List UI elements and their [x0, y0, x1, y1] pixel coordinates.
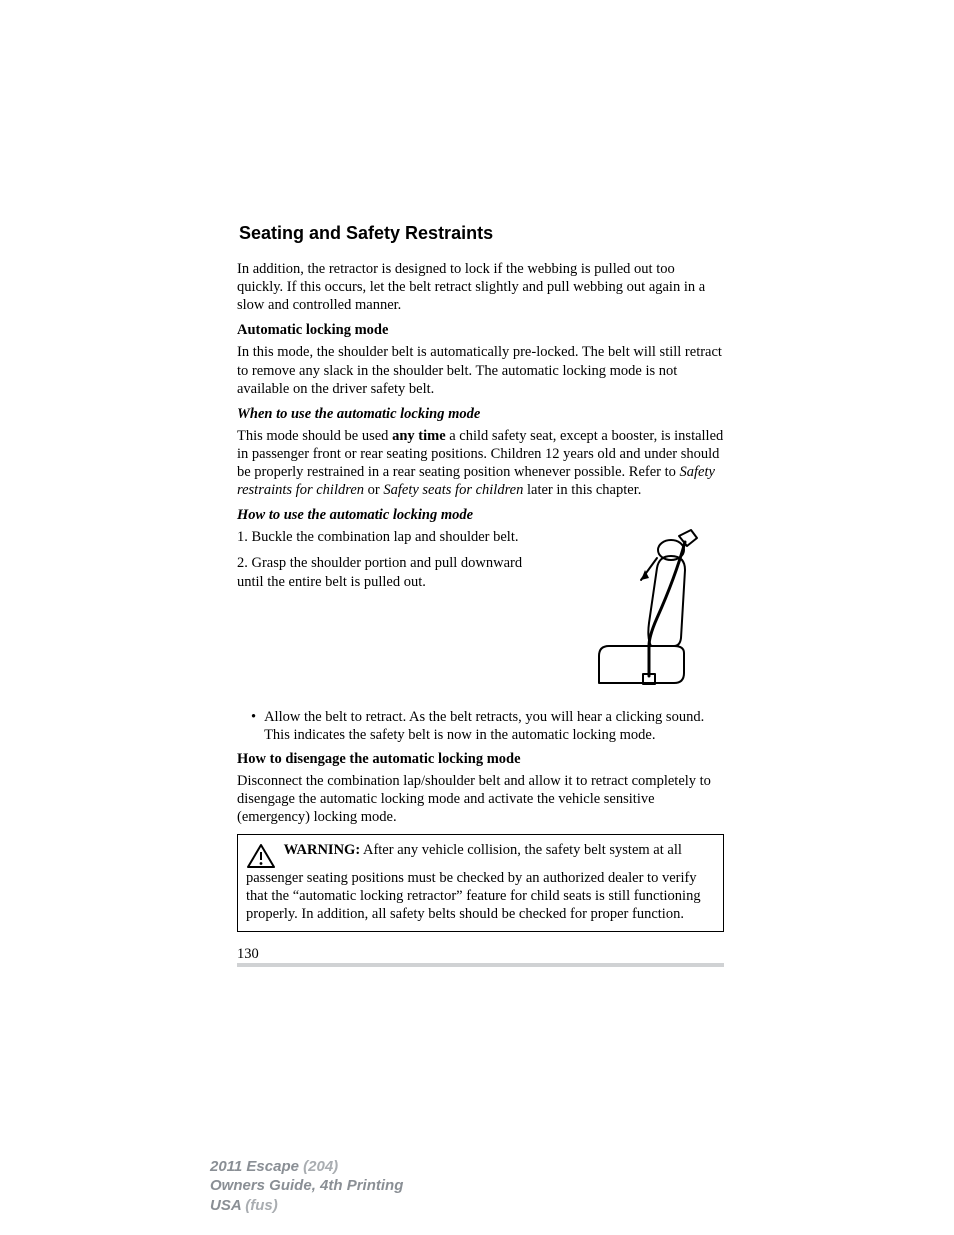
footer-model: 2011 Escape: [210, 1158, 303, 1175]
page-container: Seating and Safety Restraints In additio…: [237, 163, 724, 967]
step-1: 1. Buckle the combination lap and should…: [237, 528, 544, 546]
footer-line-1: 2011 Escape (204): [210, 1157, 403, 1177]
warning-icon: [246, 843, 276, 869]
footer-region: USA: [210, 1197, 245, 1214]
step-text-col: 1. Buckle the combination lap and should…: [237, 528, 544, 698]
seatbelt-diagram-icon: [579, 528, 709, 698]
heading-when-use: When to use the automatic locking mode: [237, 406, 724, 423]
step-2: 2. Grasp the shoulder portion and pull d…: [237, 554, 544, 590]
text-italic: Safety seats for children: [383, 482, 523, 498]
text: or: [364, 482, 383, 498]
heading-disengage: How to disengage the automatic locking m…: [237, 751, 724, 768]
footer-code: (204): [303, 1158, 338, 1175]
text: This mode should be used: [237, 428, 392, 444]
footer: 2011 Escape (204) Owners Guide, 4th Prin…: [210, 1157, 403, 1216]
warning-label: WARNING:: [284, 842, 361, 858]
para-disengage: Disconnect the combination lap/shoulder …: [237, 772, 724, 826]
page-number: 130: [237, 946, 724, 963]
seat-diagram-col: [564, 528, 724, 698]
bullet-retract: • Allow the belt to retract. As the belt…: [237, 708, 724, 744]
intro-paragraph: In addition, the retractor is designed t…: [237, 260, 724, 314]
text-bold: any time: [392, 428, 446, 444]
para-auto-lock: In this mode, the shoulder belt is autom…: [237, 343, 724, 397]
section-title: Seating and Safety Restraints: [237, 223, 724, 244]
para-when-use: This mode should be used any time a chil…: [237, 427, 724, 500]
heading-how-use: How to use the automatic locking mode: [237, 507, 724, 524]
footer-suffix: (fus): [245, 1197, 278, 1214]
footer-line-2: Owners Guide, 4th Printing: [210, 1176, 403, 1196]
step-row: 1. Buckle the combination lap and should…: [237, 528, 724, 698]
bullet-text: Allow the belt to retract. As the belt r…: [264, 708, 724, 744]
page-content: Seating and Safety Restraints In additio…: [237, 163, 724, 963]
warning-box: WARNING: After any vehicle collision, th…: [237, 834, 724, 932]
heading-auto-lock: Automatic locking mode: [237, 322, 724, 339]
text: later in this chapter.: [523, 482, 641, 498]
bullet-icon: •: [251, 708, 256, 744]
footer-line-3: USA (fus): [210, 1196, 403, 1216]
